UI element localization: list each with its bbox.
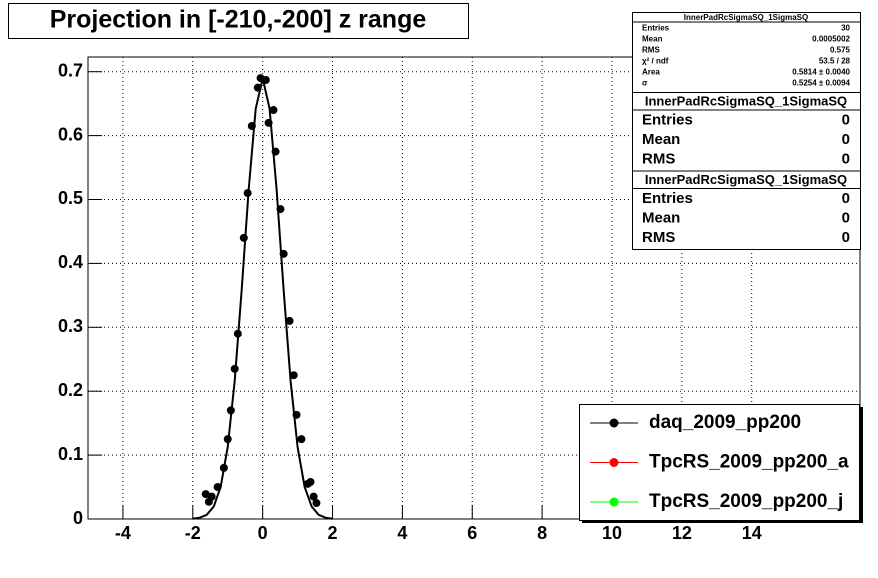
data-point: [239, 233, 248, 242]
data-point: [271, 147, 280, 156]
data-point: [213, 483, 222, 492]
data-point: [292, 410, 301, 419]
data-point: [243, 189, 252, 198]
data-point: [309, 492, 318, 501]
stats-box-title: InnerPadRcSigmaSQ_1SigmaSQ: [645, 93, 847, 108]
x-tick-label: -2: [185, 523, 201, 543]
data-point: [297, 435, 306, 444]
stats-value: 0.575: [830, 46, 851, 55]
stats-label: Area: [642, 68, 660, 77]
data-point: [312, 499, 321, 508]
data-point: [247, 122, 256, 131]
x-tick-label: 12: [672, 523, 692, 543]
stats-box: InnerPadRcSigmaSQ_1SigmaSQ Entries 30 Mean 0…: [632, 12, 861, 93]
y-tick-label: 0.4: [58, 252, 83, 272]
y-tick-label: 0.5: [58, 188, 83, 208]
y-tick-label: 0.7: [58, 60, 83, 80]
data-point: [207, 492, 216, 501]
x-tick-label: 4: [397, 523, 407, 543]
data-point: [306, 477, 315, 486]
stats-value: 0: [842, 131, 850, 148]
y-tick-label: 0.2: [58, 380, 83, 400]
stats-value: 0: [842, 151, 850, 168]
legend-label: TpcRS_2009_pp200_j: [649, 491, 843, 512]
stats-box: InnerPadRcSigmaSQ_1SigmaSQ Entries 0 Mean 0 R…: [632, 170, 861, 250]
stats-label: RMS: [642, 229, 675, 246]
data-point: [289, 371, 298, 380]
chart-title: Projection in [-210,-200] z range: [50, 6, 427, 34]
stats-value: 53.5 / 28: [819, 57, 851, 66]
x-tick-label: 2: [328, 523, 338, 543]
stats-value: 0: [842, 210, 850, 227]
stats-label: Entries: [642, 112, 693, 129]
stats-value: 0.5814 ± 0.0040: [792, 68, 850, 77]
stats-value: 0.5254 ± 0.0094: [792, 79, 850, 88]
x-tick-label: 10: [602, 523, 622, 543]
legend-marker: [609, 497, 619, 507]
legend-marker: [609, 418, 619, 428]
stats-box-title: InnerPadRcSigmaSQ_1SigmaSQ: [645, 172, 847, 187]
stats-label: χ² / ndf: [642, 57, 669, 66]
data-point: [264, 118, 273, 127]
x-tick-label: 6: [467, 523, 477, 543]
stats-value: 0.0005002: [812, 35, 850, 44]
stats-value: 0: [842, 190, 850, 207]
data-point: [269, 106, 278, 115]
legend: daq_2009_pp200 TpcRS_2009_pp200_a TpcRS_20…: [579, 404, 863, 523]
y-tick-label: 0: [73, 508, 83, 528]
stats-label: RMS: [642, 151, 675, 168]
y-tick-label: 0.6: [58, 124, 83, 144]
stats-label: RMS: [642, 46, 660, 55]
data-point: [223, 435, 232, 444]
stats-box-frame: [632, 170, 861, 250]
data-point: [253, 83, 262, 92]
y-tick-label: 0.1: [58, 444, 83, 464]
stats-label: Entries: [642, 190, 693, 207]
stats-label: Entries: [642, 24, 670, 33]
legend-label: TpcRS_2009_pp200_a: [649, 452, 849, 473]
stats-label: σ: [642, 79, 648, 88]
stats-box-frame: [632, 12, 861, 93]
stats-value: 0: [842, 229, 850, 246]
stats-label: Mean: [642, 131, 680, 148]
legend-label: daq_2009_pp200: [649, 412, 801, 433]
data-point: [276, 205, 285, 214]
stats-box-title: InnerPadRcSigmaSQ_1SigmaSQ: [684, 13, 809, 22]
x-tick-label: -4: [115, 523, 131, 543]
stats-label: Mean: [642, 35, 663, 44]
data-point: [261, 76, 270, 85]
title-box: [8, 3, 469, 39]
data-point: [285, 316, 294, 325]
x-tick-label: 8: [537, 523, 547, 543]
data-point: [219, 463, 228, 472]
stats-box-frame: [632, 92, 861, 172]
stats-label: Mean: [642, 210, 680, 227]
data-point: [230, 364, 239, 373]
x-tick-label: 14: [742, 523, 762, 543]
legend-marker: [609, 458, 619, 467]
data-point: [279, 249, 288, 258]
data-point: [233, 329, 242, 338]
x-tick-label: 0: [258, 523, 268, 543]
stats-value: 30: [841, 24, 850, 33]
data-point: [226, 406, 235, 415]
stats-value: 0: [842, 112, 850, 129]
y-tick-label: 0.3: [58, 316, 83, 336]
stats-box: InnerPadRcSigmaSQ_1SigmaSQ Entries 0 Mean 0 R…: [632, 92, 861, 172]
